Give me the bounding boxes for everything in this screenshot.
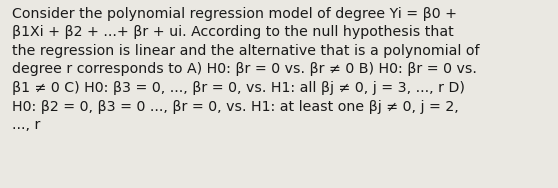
Text: Consider the polynomial regression model of degree Yi = β0 +
β1Xi + β2 + ...+ βr: Consider the polynomial regression model… bbox=[12, 7, 480, 132]
